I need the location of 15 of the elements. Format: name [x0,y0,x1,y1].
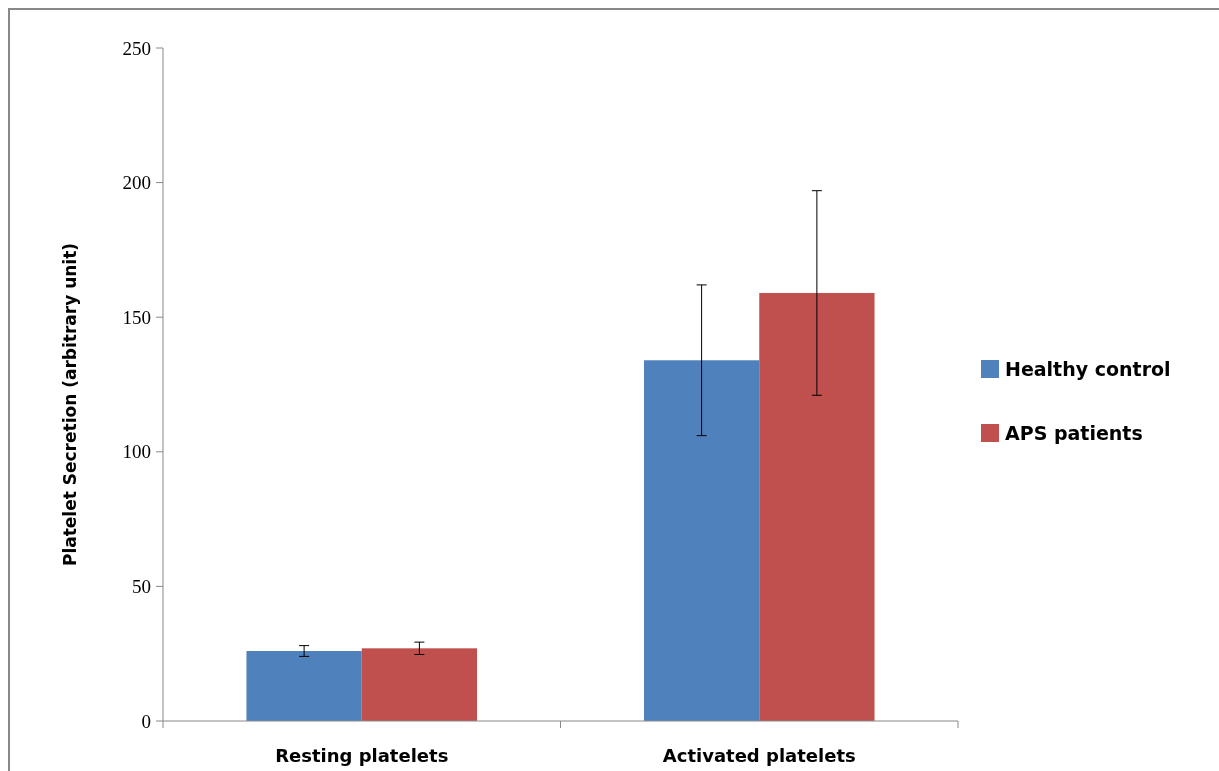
bar [361,648,478,721]
y-tick-label: 100 [122,441,151,463]
bar [643,360,760,721]
y-tick-label: 150 [122,306,151,328]
y-tick-label: 0 [141,710,151,732]
bar [759,292,875,721]
y-tick-label: 50 [132,576,151,598]
y-tick-label: 200 [122,172,151,194]
x-tick-label: Resting platelets [275,745,449,766]
legend-label: APS patients [1005,421,1143,444]
legend-label: Healthy control [1005,357,1171,380]
x-tick-label: Activated platelets [662,745,856,766]
y-axis-title: Platelet Secretion (arbitrary unit) [60,242,80,567]
bar [246,651,362,721]
y-tick-label: 250 [122,37,151,59]
